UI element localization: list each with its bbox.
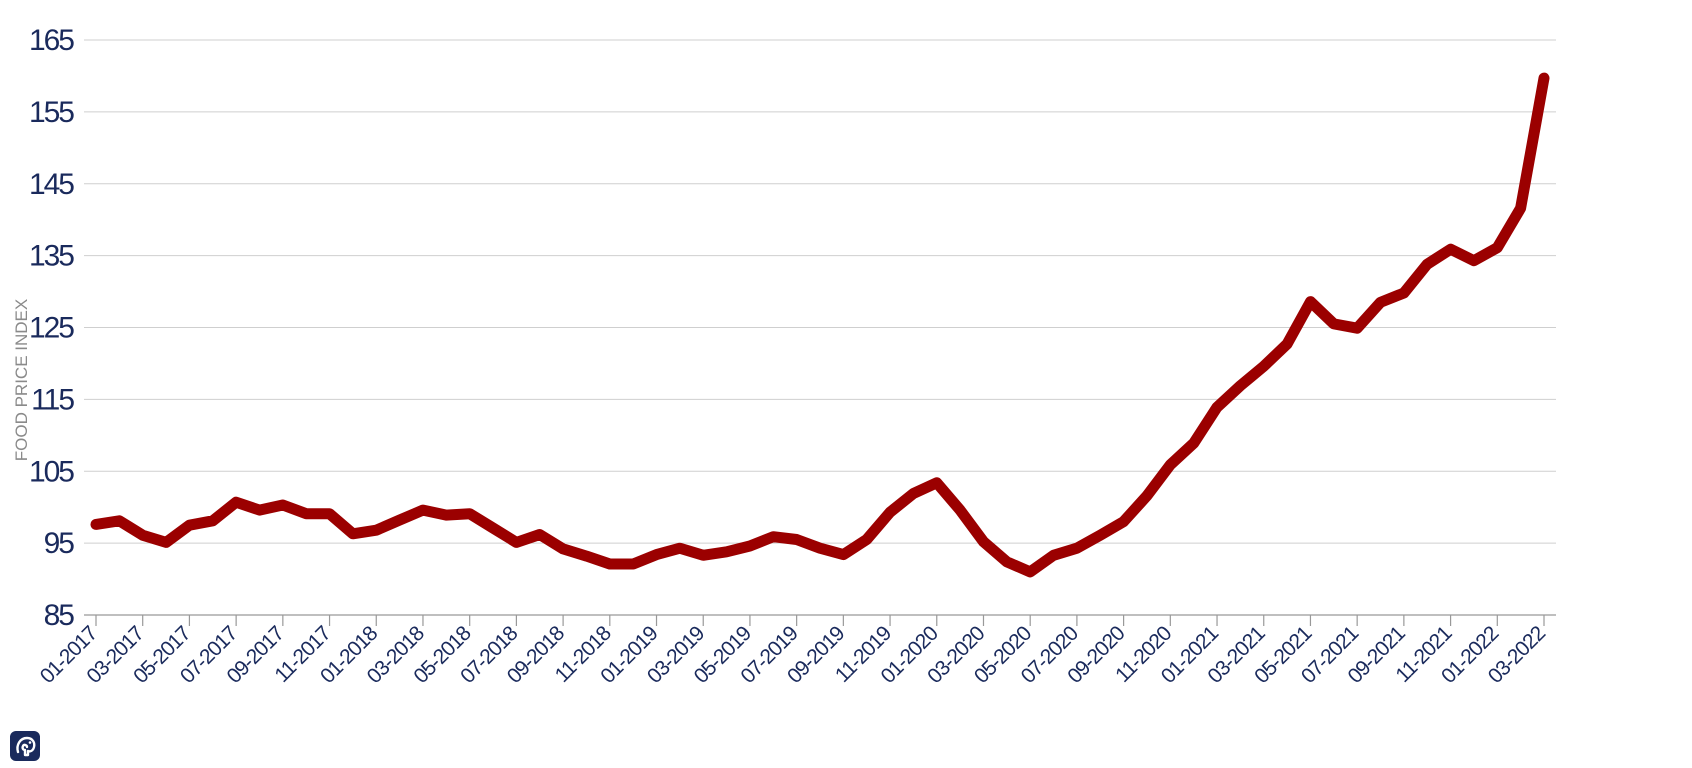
y-tick-label: 115 [31,383,74,416]
y-tick-label: 125 [29,312,74,345]
grid-lines [84,39,1556,544]
y-axis-label: FOOD PRICE INDEX [12,299,31,461]
y-tick-label: 95 [44,527,75,560]
y-axis-ticks: 85 95 105 115 125 135 145 155 165 [29,24,76,632]
y-tick-label: 85 [44,599,75,632]
y-tick-label: 155 [29,96,74,129]
y-tick-label: 105 [29,455,74,488]
series-line [90,72,1550,578]
series-group [90,72,1550,578]
y-tick-label: 135 [29,240,74,273]
x-axis-ticks: 01-201703-201705-201707-201709-201711-20… [36,615,1550,688]
elephant-logo-icon [10,731,40,761]
y-tick-label: 145 [29,168,74,201]
y-tick-label: 165 [29,24,74,57]
